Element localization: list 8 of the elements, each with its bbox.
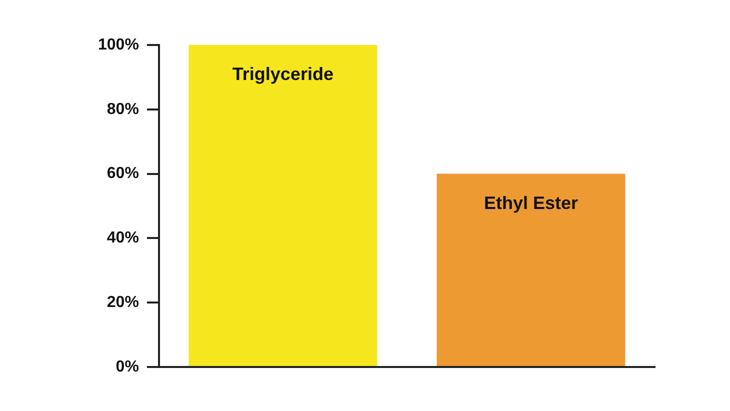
x-tick-label: Ethyl Ester xyxy=(484,192,578,213)
x-tick-label: Triglyceride xyxy=(232,64,334,84)
y-tick-label: 80% xyxy=(106,100,139,118)
y-tick-label: 60% xyxy=(106,165,139,182)
y-tick-label: 40% xyxy=(106,230,139,247)
y-tick-label: 100% xyxy=(98,36,139,54)
y-tick-label: 20% xyxy=(106,294,139,312)
y-tick-label: 0% xyxy=(116,358,139,376)
